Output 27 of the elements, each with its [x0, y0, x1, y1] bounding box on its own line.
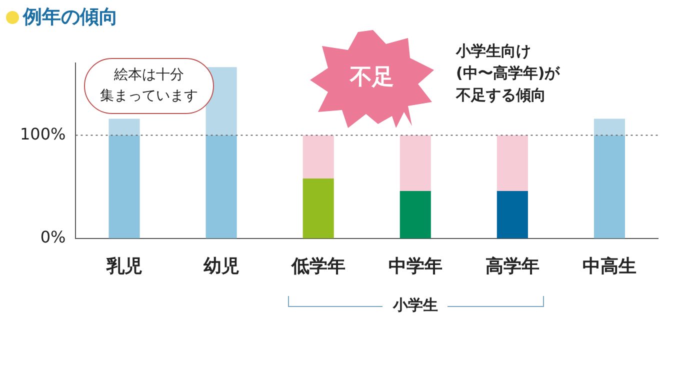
bar — [400, 135, 431, 191]
chart-title: 例年の傾向 — [23, 5, 118, 30]
x-tick-label: 中高生 — [582, 256, 636, 277]
x-tick-label: 高学年 — [485, 256, 540, 277]
x-tick-label: 低学年 — [290, 256, 346, 277]
text: 小学生 — [392, 296, 438, 316]
x-tick-label: 乳児 — [105, 256, 142, 277]
bar — [302, 178, 334, 238]
text: 小学生向け — [456, 41, 532, 62]
annotation: 不足する傾向 — [456, 85, 547, 106]
bar — [496, 135, 528, 191]
x-tick-label: 幼児 — [203, 256, 240, 277]
y-tick-label: 0% — [40, 228, 66, 247]
annotation: (中〜高学年)が — [456, 63, 560, 84]
annotation: 不足 — [348, 64, 395, 92]
bar — [302, 135, 334, 179]
annotation: 絵本は十分 — [113, 66, 185, 85]
bar — [496, 190, 528, 238]
bar — [594, 118, 626, 136]
x-tick-label: 中学年 — [388, 256, 442, 277]
bar — [594, 135, 626, 238]
annotation: 集まっています — [99, 87, 199, 106]
bar — [108, 135, 140, 238]
bar — [400, 190, 431, 238]
bar — [206, 135, 237, 238]
bar — [108, 118, 140, 136]
y-tick-label: 100% — [20, 124, 66, 144]
